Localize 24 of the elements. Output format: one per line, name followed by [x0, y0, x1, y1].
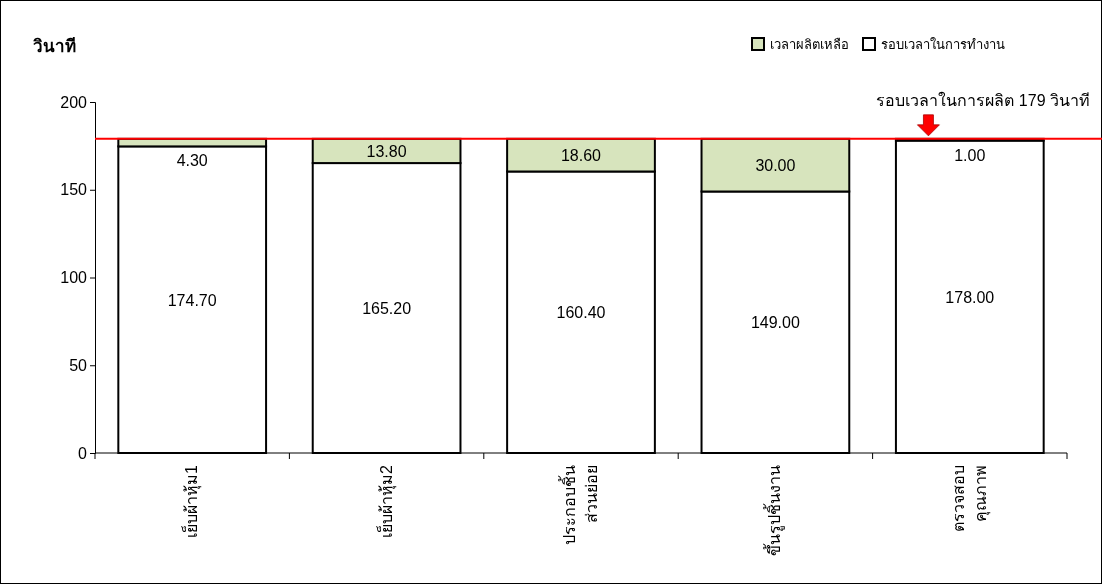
text: 174.70 [167, 291, 217, 309]
text: 13.80 [366, 142, 407, 160]
y-tick-label: 0 [78, 444, 88, 462]
text: 165.20 [362, 300, 412, 318]
y-tick-label: 50 [69, 356, 88, 374]
x-tick-label: ตรวจสอบ คุณภาพ [949, 465, 991, 532]
x-tick-label: เย็บผ้าหุ้ม1 [181, 464, 203, 538]
y-tick-label: 100 [60, 269, 88, 287]
y-tick-label: 150 [60, 181, 88, 199]
text: 4.30 [176, 152, 208, 170]
text: 178.00 [945, 288, 995, 306]
text: 149.00 [750, 314, 800, 332]
text: 18.60 [560, 147, 602, 165]
legend-label: รอบเวลาในการทำงาน [881, 37, 1005, 52]
y-axis-title: วินาที [33, 36, 76, 56]
x-tick-label: เย็บผ้าหุ้ม2 [375, 464, 397, 538]
ref-line-label: รอบเวลาในการผลิต 179 วินาที [876, 90, 1090, 109]
legend-label: เวลาผลิตเหลือ [770, 37, 849, 52]
y-tick-label: 200 [60, 93, 88, 111]
text: 1.00 [954, 146, 986, 164]
x-tick-label: ประกอบชิ้น ส่วนย่อย [558, 465, 600, 545]
text: 160.40 [556, 304, 606, 322]
text: 30.00 [755, 157, 796, 175]
x-tick-label: ขึ้นรูปชิ้นงาน [763, 465, 786, 556]
